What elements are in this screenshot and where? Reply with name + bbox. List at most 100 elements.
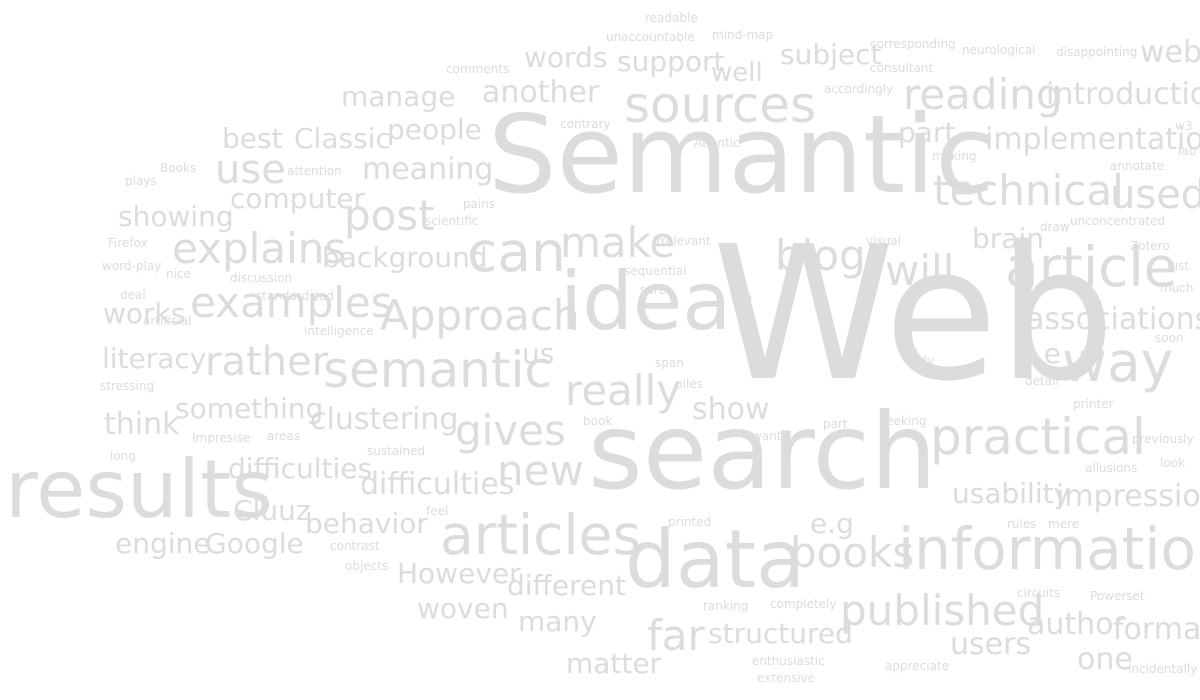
word: one <box>1077 642 1133 677</box>
word: article <box>1005 235 1178 299</box>
word: completely <box>770 597 837 611</box>
word: draw <box>1040 220 1070 234</box>
word: matter <box>566 647 662 680</box>
word: literacy <box>102 342 207 375</box>
word: ranking <box>703 599 749 613</box>
word: unconcentrated <box>1070 214 1166 228</box>
word: go <box>737 291 752 305</box>
word: web <box>1140 35 1200 70</box>
word: words <box>524 41 608 74</box>
word: search <box>588 391 937 513</box>
word: meaning <box>362 152 494 187</box>
word: standardized <box>256 289 334 303</box>
word: much <box>1160 281 1194 295</box>
word: plays <box>125 174 157 188</box>
word: extensive <box>757 671 816 685</box>
word: published <box>840 586 1045 635</box>
word: Semantic <box>488 93 995 218</box>
word: neurological <box>962 43 1036 57</box>
word: Approach <box>380 291 580 340</box>
word: objects <box>345 559 389 573</box>
word: disappointing <box>1056 45 1138 59</box>
word: used <box>1110 172 1200 218</box>
word: scientific <box>425 214 479 228</box>
word: way <box>1062 330 1174 394</box>
word: mind-map <box>712 28 774 42</box>
word: will <box>885 246 955 295</box>
word: contrast <box>330 539 380 553</box>
word: accordingly <box>824 82 894 96</box>
word: Web <box>712 206 1116 422</box>
word: pains <box>463 197 496 211</box>
word: author <box>1027 607 1126 642</box>
word: previously <box>1132 432 1194 446</box>
word: blog <box>775 231 866 280</box>
word: soon <box>1155 331 1184 345</box>
word: articles <box>440 503 642 567</box>
word: unaccountable <box>606 30 695 44</box>
word: gives <box>455 406 566 455</box>
word: Cluuz <box>233 494 311 527</box>
word: associations <box>1026 302 1200 337</box>
word: different <box>507 569 626 602</box>
word: piles <box>675 377 703 391</box>
word: part <box>898 116 956 149</box>
word: contrary <box>560 117 611 131</box>
word: rather <box>205 339 329 385</box>
word: far <box>647 611 705 660</box>
word: information <box>898 515 1200 583</box>
word: engine <box>115 527 211 560</box>
word: works <box>103 297 186 330</box>
word: stressing <box>100 379 155 393</box>
word: best <box>222 122 283 155</box>
word: impression <box>1056 479 1200 514</box>
word: discussion <box>230 271 293 285</box>
word: format <box>1113 612 1200 647</box>
word: annotate <box>1110 159 1165 173</box>
word: sequential <box>624 264 687 278</box>
word: structured <box>708 617 853 650</box>
word: Classic <box>294 122 391 155</box>
word: Powerset <box>1090 589 1145 603</box>
word: long <box>110 449 136 463</box>
word: many <box>518 605 597 638</box>
word: detail <box>1025 374 1059 388</box>
word: examples <box>190 278 393 327</box>
word: technical <box>933 166 1124 215</box>
word: support <box>617 45 725 78</box>
word: difficulties <box>228 452 373 485</box>
word: corresponding <box>870 37 956 51</box>
word: areas <box>267 429 301 443</box>
word: artificial <box>143 314 192 328</box>
word: introduction <box>1046 77 1200 112</box>
word: sustained <box>367 444 426 458</box>
word: difficulties <box>360 467 515 502</box>
word: want <box>752 429 782 443</box>
word: making <box>932 149 977 163</box>
word: can <box>467 220 566 284</box>
word: results <box>5 443 274 536</box>
word: Atlantic <box>694 136 740 150</box>
word: deal <box>120 288 146 302</box>
word: printer <box>1073 397 1114 411</box>
word: subject <box>780 38 882 71</box>
word: computer <box>230 182 366 215</box>
word: Firefox <box>108 236 148 250</box>
word: word-play <box>102 259 162 273</box>
word: Google <box>205 527 304 560</box>
word: show <box>692 392 770 427</box>
word: Books <box>160 161 197 175</box>
word: practical <box>930 408 1146 466</box>
word: intelligence <box>304 324 374 338</box>
word: another <box>482 75 600 110</box>
word: However <box>397 557 521 590</box>
word: sure <box>640 283 666 297</box>
word: brain <box>972 222 1044 255</box>
word: think <box>104 407 180 442</box>
word: clustering <box>310 402 459 437</box>
word: incidentally <box>1128 662 1198 676</box>
word: make <box>560 218 676 267</box>
word: semantic <box>323 341 552 399</box>
word: Zelv <box>908 354 935 368</box>
word: appreciate <box>885 659 950 673</box>
